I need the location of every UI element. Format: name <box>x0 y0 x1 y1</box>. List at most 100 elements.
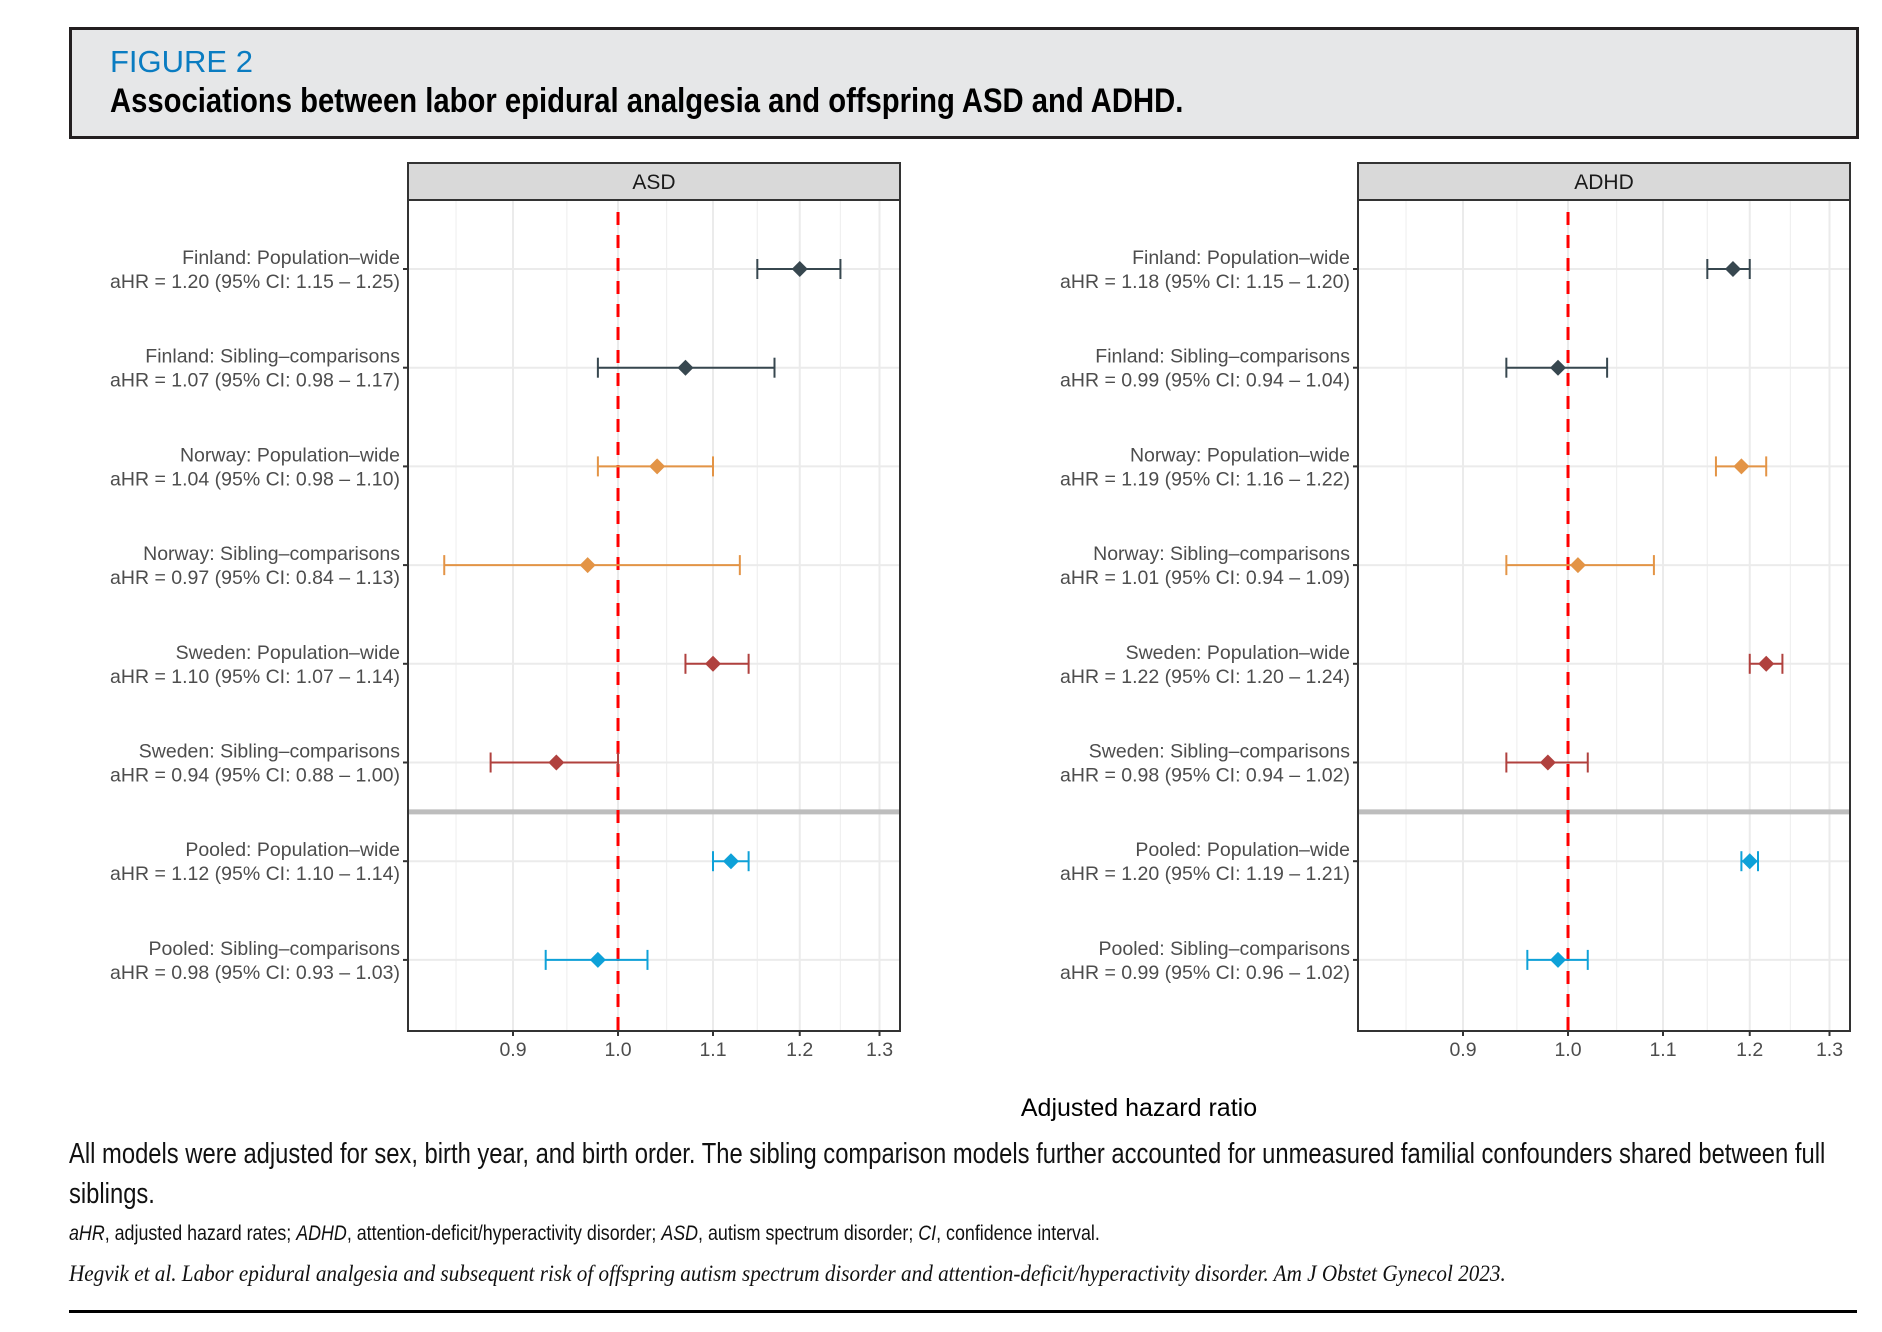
x-tick-label: 1.0 <box>604 1039 631 1061</box>
bottom-rule <box>69 1310 1857 1313</box>
row-stat: aHR = 0.98 (95% CI: 0.93 – 1.03) <box>110 962 400 984</box>
row-label: Finland: Population–wide <box>1132 247 1350 269</box>
forest-row <box>1706 259 1751 279</box>
point-estimate-marker <box>722 853 739 870</box>
forest-row <box>684 653 750 674</box>
forest-row <box>1505 357 1609 378</box>
row-stat: aHR = 1.10 (95% CI: 1.07 – 1.14) <box>110 666 400 688</box>
row-label: Sweden: Population–wide <box>1126 642 1350 664</box>
figure-title: Associations between labor epidural anal… <box>110 82 1184 120</box>
point-estimate-marker <box>1550 951 1567 968</box>
row-stat: aHR = 1.12 (95% CI: 1.10 – 1.14) <box>110 863 400 885</box>
forest-row <box>544 949 649 970</box>
row-stat: aHR = 1.19 (95% CI: 1.16 – 1.22) <box>1060 468 1350 490</box>
x-tick-label: 0.9 <box>499 1039 526 1061</box>
row-label: Sweden: Population–wide <box>176 642 400 664</box>
x-tick-label: 1.2 <box>786 1039 813 1061</box>
row-label: Pooled: Sibling–comparisons <box>149 938 401 960</box>
plot-area <box>1358 200 1850 1031</box>
abbr-term: ADHD <box>296 1222 347 1245</box>
row-stat: aHR = 1.07 (95% CI: 0.98 – 1.17) <box>110 370 400 392</box>
forest-row <box>712 851 750 872</box>
point-estimate-marker <box>579 557 596 574</box>
row-stat: aHR = 0.94 (95% CI: 0.88 – 1.00) <box>110 765 400 787</box>
row-stat: aHR = 1.04 (95% CI: 0.98 – 1.10) <box>110 468 400 490</box>
point-estimate-marker <box>1724 261 1741 277</box>
row-label: Finland: Population–wide <box>182 247 400 269</box>
row-label: Finland: Sibling–comparisons <box>1095 346 1350 368</box>
row-label: Pooled: Population–wide <box>185 839 400 861</box>
forest-row <box>443 555 741 576</box>
point-estimate-marker <box>1550 359 1567 376</box>
row-label: Pooled: Sibling–comparisons <box>1099 938 1351 960</box>
row-stat: aHR = 0.99 (95% CI: 0.96 – 1.02) <box>1060 962 1350 984</box>
point-estimate-marker <box>1733 458 1750 475</box>
row-stat: aHR = 1.01 (95% CI: 0.94 – 1.09) <box>1060 567 1350 589</box>
abbr-def: , adjusted hazard rates; <box>104 1222 297 1245</box>
row-label: Norway: Population–wide <box>1130 444 1350 466</box>
x-tick-label: 1.0 <box>1554 1039 1581 1061</box>
row-stat: aHR = 1.22 (95% CI: 1.20 – 1.24) <box>1060 666 1350 688</box>
caption-main: All models were adjusted for sex, birth … <box>69 1138 1826 1210</box>
row-stat: aHR = 0.98 (95% CI: 0.94 – 1.02) <box>1060 765 1350 787</box>
plot-area <box>408 200 900 1031</box>
point-estimate-marker <box>649 458 666 475</box>
caption-abbreviations: aHR, adjusted hazard rates; ADHD, attent… <box>69 1222 1100 1246</box>
x-tick-label: 0.9 <box>1449 1039 1476 1061</box>
point-estimate-marker <box>677 359 694 376</box>
point-estimate-marker <box>589 951 606 968</box>
x-tick-label: 1.3 <box>866 1039 893 1061</box>
point-estimate-marker <box>1758 655 1775 672</box>
row-stat: aHR = 1.20 (95% CI: 1.15 – 1.25) <box>110 271 400 293</box>
point-estimate-marker <box>1539 754 1556 771</box>
x-tick-label: 1.1 <box>699 1039 726 1061</box>
forest-row <box>596 456 715 477</box>
row-label: Norway: Sibling–comparisons <box>143 543 400 565</box>
forest-row <box>1505 555 1655 576</box>
row-label: Pooled: Population–wide <box>1135 839 1350 861</box>
abbr-term: ASD <box>661 1222 699 1245</box>
row-label: Finland: Sibling–comparisons <box>145 346 400 368</box>
row-stat: aHR = 0.97 (95% CI: 0.84 – 1.13) <box>110 567 400 589</box>
x-tick-label: 1.3 <box>1816 1039 1843 1061</box>
panel-title: ASD <box>632 171 675 194</box>
x-tick-label: 1.2 <box>1736 1039 1763 1061</box>
figure-label: FIGURE 2 <box>110 44 253 79</box>
citation: Hegvik et al. Labor epidural analgesia a… <box>69 1261 1506 1286</box>
row-stat: aHR = 1.20 (95% CI: 1.19 – 1.21) <box>1060 863 1350 885</box>
forest-row <box>596 357 776 378</box>
forest-row <box>1505 752 1589 773</box>
forest-row <box>1526 949 1589 970</box>
forest-row <box>1714 456 1768 477</box>
abbr-def: , confidence interval. <box>936 1222 1100 1245</box>
forest-row <box>756 259 842 279</box>
point-estimate-marker <box>1741 853 1758 870</box>
panel-border <box>1357 199 1851 1032</box>
point-estimate-marker <box>705 655 722 672</box>
panel-title: ADHD <box>1574 171 1634 194</box>
row-label: Norway: Population–wide <box>180 444 400 466</box>
forest-row <box>489 752 620 773</box>
forest-row <box>1748 653 1784 674</box>
panel-strip <box>1357 162 1851 201</box>
row-label: Norway: Sibling–comparisons <box>1093 543 1350 565</box>
row-stat: aHR = 1.18 (95% CI: 1.15 – 1.20) <box>1060 271 1350 293</box>
x-tick-label: 1.1 <box>1649 1039 1676 1061</box>
x-axis-title: Adjusted hazard ratio <box>1021 1094 1257 1122</box>
row-label: Sweden: Sibling–comparisons <box>1089 741 1350 763</box>
panel-strip <box>407 162 901 201</box>
point-estimate-marker <box>548 754 565 771</box>
point-estimate-marker <box>1569 557 1586 574</box>
abbr-term: CI <box>918 1222 937 1245</box>
row-stat: aHR = 0.99 (95% CI: 0.94 – 1.04) <box>1060 370 1350 392</box>
abbr-term: aHR <box>69 1222 105 1245</box>
row-label: Sweden: Sibling–comparisons <box>139 741 400 763</box>
abbr-def: , autism spectrum disorder; <box>698 1222 919 1245</box>
forest-row <box>1740 851 1760 872</box>
point-estimate-marker <box>791 261 808 277</box>
abbr-def: , attention-deficit/hyperactivity disord… <box>346 1222 662 1245</box>
panel-border <box>407 199 901 1032</box>
